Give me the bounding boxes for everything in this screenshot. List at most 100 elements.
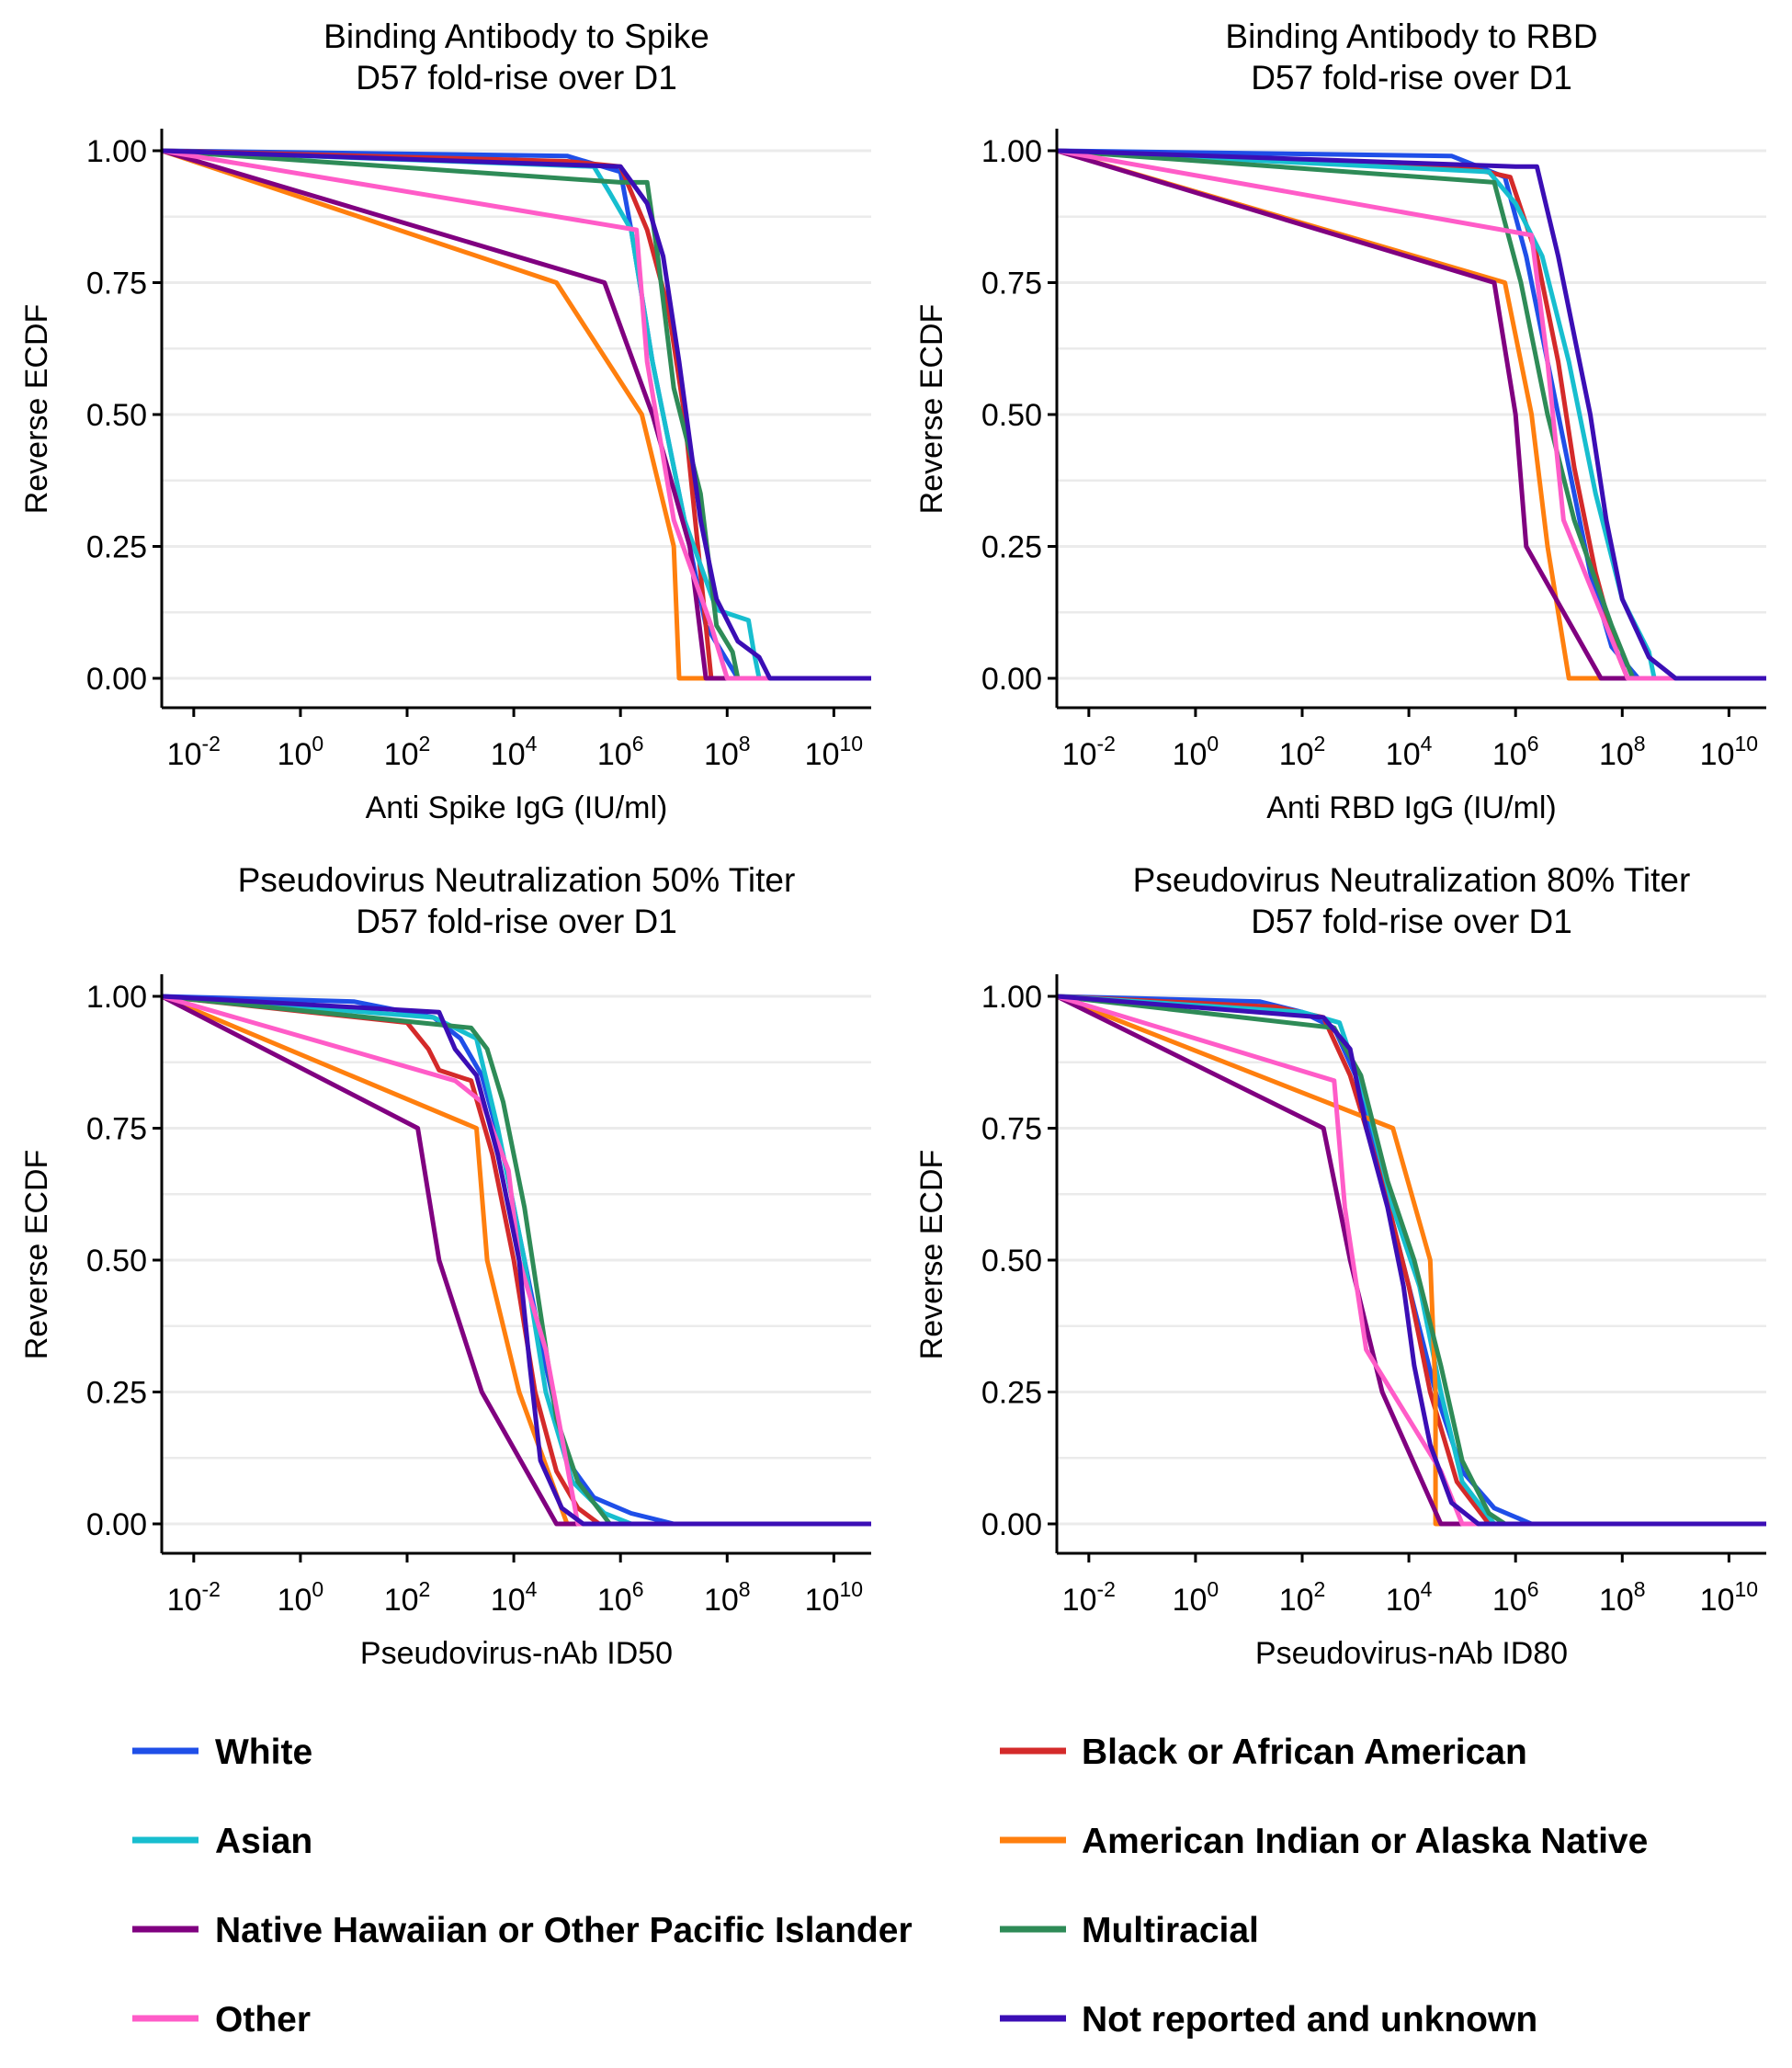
legend-label: Black or African American [1082,1733,1527,1772]
legend-item: Native Hawaiian or Other Pacific Islande… [132,1911,913,1950]
legend-item: American Indian or Alaska Native [1000,1822,1648,1861]
y-tick-label: 1.00 [86,134,147,169]
legend-item: Black or African American [1000,1733,1527,1772]
chart-title: D57 fold-rise over D1 [1251,59,1572,97]
series-line [161,994,871,1527]
legend-label: White [215,1733,312,1772]
y-tick-label: 0.00 [86,662,147,697]
x-tick-label: 104 [491,1577,538,1618]
series-line [1056,148,1766,681]
y-tick-label: 1.00 [981,980,1042,1015]
x-tick-label: 106 [597,732,644,772]
y-axis-title: Reverse ECDF [19,304,54,515]
chart-panels: 0.00 0.25 0.50 0.75 1.00 10-2 100 102 104 106 108 1… [19,17,1766,1671]
x-tick-label: 10-2 [167,732,221,772]
x-tick-label: 108 [704,732,751,772]
y-tick-label: 0.75 [86,1112,147,1147]
chart-panel-4: 0.00 0.25 0.50 0.75 1.00 10-2 100 102 104 106 108 1… [914,861,1766,1671]
x-tick-label: 1010 [1700,1577,1758,1618]
series-line [1056,148,1766,681]
x-tick-label: 1010 [805,1577,863,1618]
x-tick-label: 10-2 [167,1577,221,1618]
series-line [161,994,871,1527]
y-tick-label: 1.00 [86,980,147,1015]
x-tick-label: 1010 [805,732,863,772]
series-line [1056,148,1766,681]
y-tick-label: 1.00 [981,134,1042,169]
y-tick-label: 0.50 [86,1244,147,1278]
series-line [161,148,871,681]
series-line [1056,994,1766,1527]
y-tick-label: 0.50 [981,1244,1042,1278]
chart-title: Pseudovirus Neutralization 80% Titer [1133,861,1691,899]
x-tick-label: 102 [1279,1577,1326,1618]
x-tick-label: 104 [1386,732,1433,772]
x-tick-label: 104 [1386,1577,1433,1618]
series-line [1056,148,1766,681]
y-tick-label: 0.00 [86,1507,147,1542]
legend-label: Not reported and unknown [1082,2000,1537,2040]
legend-label: Native Hawaiian or Other Pacific Islande… [215,1911,913,1950]
chart-panel-1: 0.00 0.25 0.50 0.75 1.00 10-2 100 102 104 106 108 1… [19,17,871,825]
x-axis-title: Anti Spike IgG (IU/ml) [366,790,668,825]
chart-panel-2: 0.00 0.25 0.50 0.75 1.00 10-2 100 102 104 106 108 1… [914,17,1766,825]
y-tick-label: 0.25 [86,530,147,565]
x-tick-label: 100 [1173,1577,1219,1618]
x-tick-label: 106 [1492,1577,1539,1618]
y-tick-label: 0.00 [981,1507,1042,1542]
x-tick-label: 100 [278,1577,324,1618]
legend: White Asian Native Hawaiian or Other Pacif… [132,1733,1648,2040]
x-tick-label: 108 [704,1577,751,1618]
chart-title: D57 fold-rise over D1 [356,59,677,97]
y-tick-label: 0.75 [86,267,147,301]
x-tick-label: 104 [491,732,538,772]
series-line [1056,994,1766,1527]
legend-label: Multiracial [1082,1911,1259,1950]
x-tick-label: 102 [1279,732,1326,772]
legend-item: White [132,1733,312,1772]
x-axis-title: Anti RBD IgG (IU/ml) [1266,790,1556,825]
legend-label: American Indian or Alaska Native [1082,1822,1648,1861]
series-line [161,148,871,681]
x-axis-title: Pseudovirus-nAb ID50 [360,1636,673,1671]
legend-item: Other [132,2000,311,2040]
chart-title: D57 fold-rise over D1 [356,903,677,940]
x-axis-title: Pseudovirus-nAb ID80 [1255,1636,1568,1671]
chart-title: Pseudovirus Neutralization 50% Titer [238,861,796,899]
x-tick-label: 102 [384,732,431,772]
legend-item: Asian [132,1822,312,1861]
legend-label: Other [215,2000,311,2040]
legend-item: Multiracial [1000,1911,1259,1950]
y-tick-label: 0.00 [981,662,1042,697]
y-tick-label: 0.75 [981,267,1042,301]
chart-title: D57 fold-rise over D1 [1251,903,1572,940]
y-axis-title: Reverse ECDF [914,304,949,515]
x-tick-label: 100 [278,732,324,772]
chart-panel-3: 0.00 0.25 0.50 0.75 1.00 10-2 100 102 104 106 108 1… [19,861,871,1671]
x-tick-label: 1010 [1700,732,1758,772]
series-line [1056,994,1766,1527]
y-tick-label: 0.50 [86,398,147,433]
y-tick-label: 0.25 [981,1376,1042,1411]
y-tick-label: 0.50 [981,398,1042,433]
y-tick-label: 0.25 [86,1376,147,1411]
legend-label: Asian [215,1822,312,1861]
chart-title: Binding Antibody to Spike [323,17,709,55]
x-tick-label: 102 [384,1577,431,1618]
series-line [161,994,871,1527]
x-tick-label: 100 [1173,732,1219,772]
chart-title: Binding Antibody to RBD [1225,17,1597,55]
y-axis-title: Reverse ECDF [19,1150,54,1360]
x-tick-label: 10-2 [1062,732,1116,772]
y-tick-label: 0.75 [981,1112,1042,1147]
x-tick-label: 108 [1599,1577,1646,1618]
y-tick-label: 0.25 [981,530,1042,565]
x-tick-label: 10-2 [1062,1577,1116,1618]
x-tick-label: 106 [1492,732,1539,772]
x-tick-label: 106 [597,1577,644,1618]
x-tick-label: 108 [1599,732,1646,772]
legend-item: Not reported and unknown [1000,2000,1537,2040]
y-axis-title: Reverse ECDF [914,1150,949,1360]
series-line [161,994,871,1527]
